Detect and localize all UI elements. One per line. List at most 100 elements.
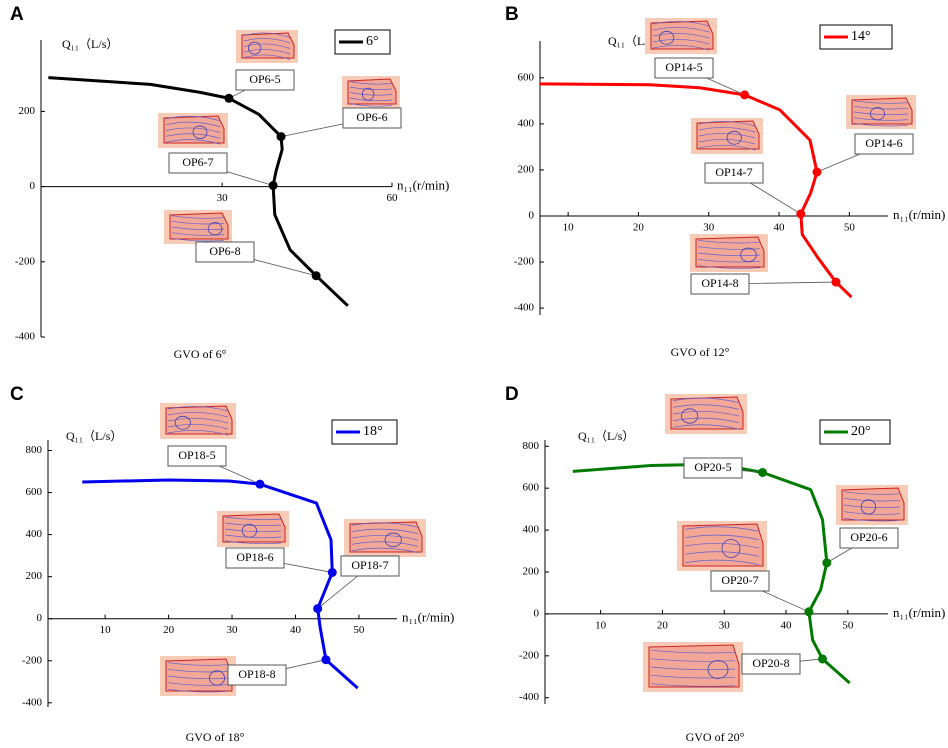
point-label: OP14-7 <box>715 165 752 179</box>
streamline <box>167 682 229 686</box>
vortex <box>192 125 208 139</box>
streamline <box>171 237 225 242</box>
point-label: OP6-5 <box>249 72 280 86</box>
label-box <box>854 133 914 155</box>
streamline <box>165 121 221 128</box>
x-axis-label: n₁₁(r/min) <box>893 207 945 222</box>
vortex <box>680 408 699 424</box>
legend-label: 14° <box>851 29 871 44</box>
streamline <box>684 526 760 532</box>
panel-label: D <box>505 384 519 405</box>
y-tick-label: 800 <box>523 440 540 452</box>
panel-label: B <box>505 4 519 25</box>
vortex <box>208 670 225 686</box>
operating-point <box>831 277 841 287</box>
vortex <box>658 30 675 45</box>
x-tick-label: 10 <box>595 619 607 631</box>
x-tick-label: 50 <box>353 624 365 636</box>
streamline <box>698 121 756 127</box>
operating-point <box>804 607 814 617</box>
vortex <box>726 130 742 145</box>
streamline <box>650 666 736 671</box>
streamline <box>349 97 393 102</box>
vortex <box>207 222 223 236</box>
streamline <box>697 239 761 244</box>
streamline <box>652 27 710 33</box>
vortex <box>870 107 885 121</box>
streamline <box>650 658 736 662</box>
caption: GVO of 12° <box>671 345 730 359</box>
streamline <box>165 139 221 145</box>
y-tick-label: 800 <box>26 444 43 456</box>
streamline <box>672 411 740 417</box>
label-box <box>704 162 764 184</box>
thumbnail-wall <box>648 644 740 688</box>
caption: GVO of 18° <box>186 730 245 744</box>
streamline <box>672 397 740 404</box>
operating-point <box>268 180 278 190</box>
series-line <box>48 76 349 307</box>
vortex <box>361 87 375 101</box>
streamline <box>351 535 419 541</box>
streamline <box>698 127 756 133</box>
streamline <box>224 534 282 539</box>
point-label: OP18-7 <box>351 558 388 572</box>
thumbnail-wall <box>695 236 765 268</box>
point-label: OP6-7 <box>182 155 213 169</box>
streamline <box>672 424 740 430</box>
y-axis-label: Q₁₁（L/s） <box>66 429 122 443</box>
point-label: OP6-8 <box>209 244 240 258</box>
streamline <box>167 406 229 412</box>
y-tick-label: -400 <box>15 331 36 343</box>
streamline <box>224 540 282 545</box>
label-box <box>168 152 228 174</box>
panel-label: A <box>10 4 24 25</box>
point-label: OP20-8 <box>752 656 789 670</box>
streamline <box>843 517 901 522</box>
chart-panel: D Q₁₁（L/s） n₁₁(r/min) GVO of 20° -400 -200 0 20… <box>505 384 945 744</box>
label-box <box>167 445 227 467</box>
x-tick-label: 10 <box>100 624 112 636</box>
label-box <box>741 653 801 675</box>
vortex <box>174 415 191 430</box>
streamline <box>167 675 229 680</box>
streamline <box>843 491 901 495</box>
vortex <box>241 523 257 538</box>
chart-panel: C Q₁₁（L/s） n₁₁(r/min) GVO of 18° -400 -200 0 20… <box>10 384 454 744</box>
point-label: OP20-7 <box>721 573 758 587</box>
streamline <box>243 54 291 60</box>
streamline <box>698 133 756 139</box>
y-axis-label: Q₁₁（L/s） <box>62 37 118 51</box>
y-axis-label: Q₁₁（L/s） <box>578 429 634 443</box>
x-tick-label: 30 <box>719 619 731 631</box>
point-label: OP6-6 <box>356 110 387 124</box>
x-tick-label: 40 <box>290 624 302 636</box>
operating-point <box>817 654 827 664</box>
streamline <box>853 117 909 121</box>
operating-point <box>740 90 750 100</box>
y-tick-label: 0 <box>529 210 535 222</box>
label-box <box>235 69 295 91</box>
streamline <box>650 683 736 687</box>
x-tick-label: 60 <box>387 192 399 204</box>
caption: GVO of 6° <box>174 347 227 361</box>
streamline <box>167 424 229 430</box>
point-label: OP14-5 <box>665 60 702 74</box>
streamline <box>351 547 419 554</box>
y-tick-label: 0 <box>534 607 540 619</box>
y-tick-label: -400 <box>514 302 535 314</box>
streamline <box>697 265 761 269</box>
label-box <box>225 547 285 569</box>
streamline <box>243 38 291 44</box>
y-tick-label: -200 <box>519 649 540 661</box>
operating-point <box>758 467 768 477</box>
series-line <box>82 478 359 690</box>
streamline <box>224 516 282 521</box>
y-tick-label: 600 <box>523 482 540 494</box>
streamline <box>684 543 760 549</box>
y-tick-label: 200 <box>518 163 535 175</box>
streamline <box>171 226 225 231</box>
streamline <box>349 81 393 85</box>
label-box <box>710 570 770 592</box>
streamline <box>652 21 710 27</box>
